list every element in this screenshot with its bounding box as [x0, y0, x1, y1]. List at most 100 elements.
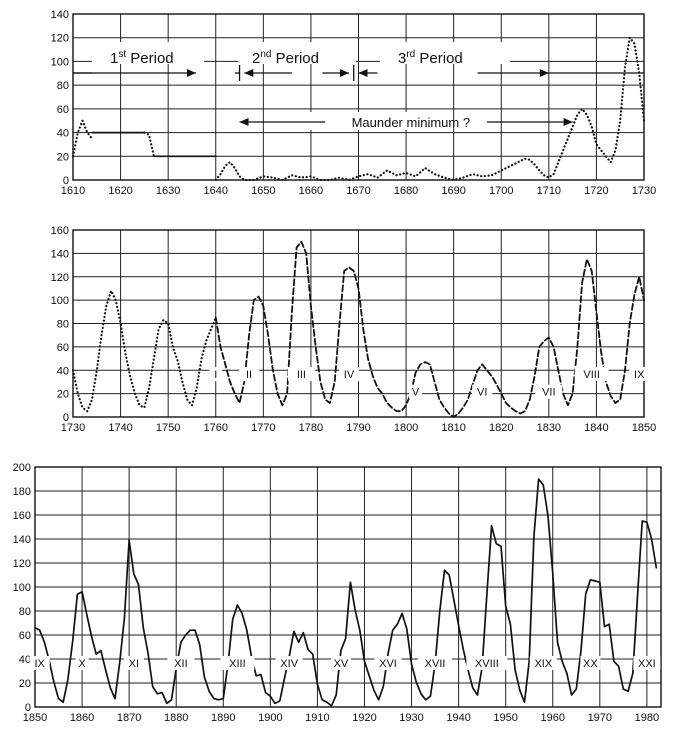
y-tick-label: 20 — [19, 678, 31, 690]
x-tick-label: 1730 — [61, 422, 85, 434]
period-label: 2nd Period — [252, 49, 319, 67]
label-backdrop — [238, 42, 356, 64]
y-tick-label: 140 — [13, 534, 31, 546]
y-tick-label: 20 — [57, 151, 69, 163]
series-line-1 — [71, 289, 217, 413]
x-tick-label: 1860 — [70, 712, 94, 724]
cycle-label: VI — [477, 387, 487, 399]
cycle-label: I — [214, 369, 217, 381]
x-tick-label: 1820 — [489, 422, 513, 434]
cycle-label: XVI — [379, 658, 397, 670]
period-3-arrow-right-head — [539, 69, 549, 77]
cycle-label: XIX — [534, 658, 552, 670]
x-tick-label: 1970 — [588, 712, 612, 724]
period-1-arrow-head — [186, 69, 196, 77]
period-label: 3rd Period — [398, 49, 463, 67]
y-tick-label: 60 — [19, 630, 31, 642]
x-tick-label: 1700 — [489, 185, 513, 197]
x-tick-label: 1850 — [23, 712, 47, 724]
y-tick-label: 80 — [57, 80, 69, 92]
y-tick-label: 60 — [57, 104, 69, 116]
chart-panel-2: 1730 1740 1750 1760 1770 1780 1790 1800 1810 1820… — [51, 225, 657, 434]
y-tick-label: 200 — [13, 462, 31, 474]
y-tick-label: 0 — [25, 702, 31, 714]
cycle-label-backdrop — [220, 656, 255, 670]
x-tick-label: 1620 — [108, 185, 132, 197]
y-tick-label: 100 — [51, 295, 69, 307]
x-tick-label: 1920 — [352, 712, 376, 724]
x-tick-label: 1720 — [584, 185, 608, 197]
x-tick-label: 1840 — [584, 422, 608, 434]
cycle-label-backdrop — [123, 656, 144, 670]
x-tick-label: 1760 — [204, 422, 228, 434]
cycle-label-backdrop — [338, 367, 359, 382]
cycle-label: XV — [334, 658, 349, 670]
series-line-1 — [34, 478, 658, 707]
x-tick-label: 1670 — [346, 185, 370, 197]
y-tick-label: 0 — [63, 175, 69, 187]
cycle-label-backdrop — [466, 656, 508, 670]
cycle-label-backdrop — [574, 367, 609, 382]
label-backdrop — [380, 42, 510, 64]
y-tick-label: 100 — [51, 56, 69, 68]
cycle-label-backdrop — [75, 656, 89, 670]
cycle-label: IV — [344, 369, 355, 381]
y-tick-label: 0 — [63, 412, 69, 424]
label-backdrop — [92, 42, 204, 64]
x-tick-label: 1690 — [441, 185, 465, 197]
x-tick-label: 1780 — [299, 422, 323, 434]
y-tick-label: 20 — [57, 389, 69, 401]
x-tick-label: 1850 — [632, 422, 656, 434]
plot-frame — [72, 229, 645, 418]
cycle-label: IX — [634, 369, 645, 381]
y-tick-label: 160 — [51, 225, 69, 237]
x-tick-label: 1790 — [346, 422, 370, 434]
cycle-label-backdrop — [374, 656, 402, 670]
cycle-label-backdrop — [629, 367, 650, 382]
cycle-label-backdrop — [418, 656, 453, 670]
x-tick-label: 1610 — [61, 185, 85, 197]
cycle-label-backdrop — [287, 367, 315, 382]
x-tick-label: 1940 — [446, 712, 470, 724]
x-tick-label: 1630 — [156, 185, 180, 197]
y-tick-label: 120 — [51, 33, 69, 45]
cycle-label: XIII — [229, 658, 246, 670]
label-backdrop — [272, 112, 432, 130]
x-tick-label: 1740 — [108, 422, 132, 434]
y-tick-label: 80 — [57, 319, 69, 331]
x-tick-label: 1640 — [204, 185, 228, 197]
cycle-labels-panel-3: IX X XI XII XIII XIV XV XVI XVII XVIII XIX XX XXI — [29, 656, 661, 670]
x-tick-label: 1650 — [251, 185, 275, 197]
plot-frame — [34, 466, 662, 708]
cycle-label: XVII — [425, 658, 446, 670]
x-tick-label: 1930 — [399, 712, 423, 724]
x-tick-label: 1810 — [441, 422, 465, 434]
x-tick-label: 1890 — [211, 712, 235, 724]
period-2-arrow-right-head — [339, 69, 349, 77]
chart-panel-1: 1610 1620 1630 1640 1650 1660 1670 1680 1690 1700… — [51, 9, 657, 197]
cycle-label-backdrop — [633, 656, 661, 670]
y-tick-label: 120 — [13, 558, 31, 570]
x-tick-label: 1870 — [117, 712, 141, 724]
y-tick-label: 180 — [13, 486, 31, 498]
x-tick-label: 1980 — [635, 712, 659, 724]
x-tick-label: 1950 — [493, 712, 517, 724]
series-line-3 — [143, 131, 155, 158]
cycle-label-backdrop — [330, 656, 351, 670]
x-tick-label: 1680 — [394, 185, 418, 197]
y-tick-label: 160 — [13, 510, 31, 522]
x-tick-label: 1800 — [394, 422, 418, 434]
x-tick-label: 1750 — [156, 422, 180, 434]
cycle-label-backdrop — [209, 367, 223, 382]
x-tick-label: 1900 — [258, 712, 282, 724]
y-tick-label: 40 — [19, 654, 31, 666]
x-tick-label: 1830 — [537, 422, 561, 434]
cycle-label: X — [78, 658, 86, 670]
cycle-label-backdrop — [29, 656, 50, 670]
y-tick-label: 80 — [19, 606, 31, 618]
series-line-5 — [214, 36, 646, 182]
cycle-label: XI — [129, 658, 139, 670]
cycle-label: VIII — [583, 369, 600, 381]
x-tick-label: 1910 — [305, 712, 329, 724]
